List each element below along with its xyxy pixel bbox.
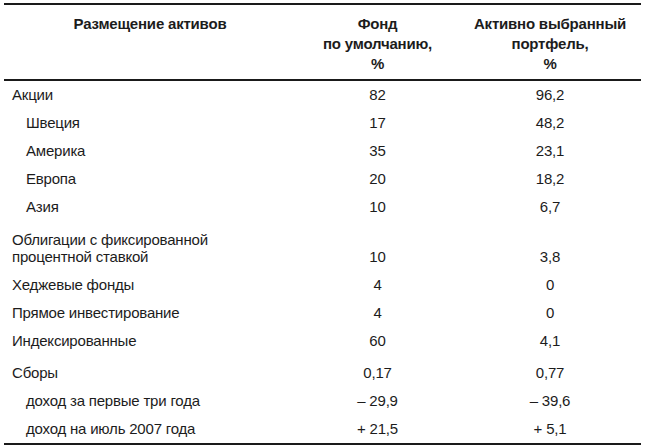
document-page: Размещение активов Фонд по умолчанию, % … bbox=[0, 0, 645, 446]
table-row-hedge-funds: Хеджевые фонды 4 0 bbox=[4, 271, 641, 299]
row-portfolio-value: + 5,1 bbox=[459, 415, 641, 444]
row-fund-value: 10 bbox=[296, 221, 459, 271]
row-fund-value: – 29,9 bbox=[296, 387, 459, 415]
row-label: Акции bbox=[4, 80, 296, 109]
row-portfolio-value: 0 bbox=[459, 299, 641, 327]
row-fund-value: 4 bbox=[296, 271, 459, 299]
row-label: Прямое инвестирование bbox=[4, 299, 296, 327]
header-active-portfolio: Активно выбранный портфель, % bbox=[459, 4, 641, 80]
row-portfolio-value: 3,8 bbox=[459, 221, 641, 271]
row-portfolio-value: 6,7 bbox=[459, 193, 641, 221]
table-row-fees: Сборы 0,17 0,77 bbox=[4, 355, 641, 387]
row-fund-value: 4 bbox=[296, 299, 459, 327]
row-fund-value: 17 bbox=[296, 109, 459, 137]
row-label: доход за первые три года bbox=[4, 387, 296, 415]
table-row-stocks: Акции 82 96,2 bbox=[4, 80, 641, 109]
row-fund-value: 35 bbox=[296, 137, 459, 165]
table-row-private-equity: Прямое инвестирование 4 0 bbox=[4, 299, 641, 327]
table-body: Акции 82 96,2 Швеция 17 48,2 Америка 35 … bbox=[4, 80, 641, 444]
row-label: Америка bbox=[4, 137, 296, 165]
table-row-indexed: Индексированные 60 4,1 bbox=[4, 327, 641, 355]
row-portfolio-value: 0 bbox=[459, 271, 641, 299]
table-row-return-first-three-years: доход за первые три года – 29,9 – 39,6 bbox=[4, 387, 641, 415]
row-portfolio-value: 23,1 bbox=[459, 137, 641, 165]
table-row-return-july-2007: доход на июль 2007 года + 21,5 + 5,1 bbox=[4, 415, 641, 444]
table-row-asia: Азия 10 6,7 bbox=[4, 193, 641, 221]
row-fund-value: 60 bbox=[296, 327, 459, 355]
table-header: Размещение активов Фонд по умолчанию, % … bbox=[4, 4, 641, 80]
row-fund-value: + 21,5 bbox=[296, 415, 459, 444]
row-fund-value: 82 bbox=[296, 80, 459, 109]
table-row-europe: Европа 20 18,2 bbox=[4, 165, 641, 193]
row-label: Сборы bbox=[4, 355, 296, 387]
row-label: Хеджевые фонды bbox=[4, 271, 296, 299]
row-fund-value: 20 bbox=[296, 165, 459, 193]
asset-allocation-table: Размещение активов Фонд по умолчанию, % … bbox=[4, 3, 641, 445]
row-label: Облигации с фиксированной процентной ста… bbox=[4, 221, 296, 271]
row-portfolio-value: 18,2 bbox=[459, 165, 641, 193]
row-label: Индексированные bbox=[4, 327, 296, 355]
header-asset-allocation: Размещение активов bbox=[4, 4, 296, 80]
header-default-fund: Фонд по умолчанию, % bbox=[296, 4, 459, 80]
row-label: доход на июль 2007 года bbox=[4, 415, 296, 444]
row-portfolio-value: 0,77 bbox=[459, 355, 641, 387]
header-row: Размещение активов Фонд по умолчанию, % … bbox=[4, 4, 641, 80]
row-label: Швеция bbox=[4, 109, 296, 137]
row-fund-value: 0,17 bbox=[296, 355, 459, 387]
table-row-fixed-rate-bonds: Облигации с фиксированной процентной ста… bbox=[4, 221, 641, 271]
row-portfolio-value: 96,2 bbox=[459, 80, 641, 109]
table-row-sweden: Швеция 17 48,2 bbox=[4, 109, 641, 137]
row-label: Европа bbox=[4, 165, 296, 193]
row-portfolio-value: 48,2 bbox=[459, 109, 641, 137]
table-row-america: Америка 35 23,1 bbox=[4, 137, 641, 165]
row-label: Азия bbox=[4, 193, 296, 221]
row-fund-value: 10 bbox=[296, 193, 459, 221]
row-portfolio-value: – 39,6 bbox=[459, 387, 641, 415]
header-asset-allocation-label: Размещение активов bbox=[4, 14, 296, 34]
row-portfolio-value: 4,1 bbox=[459, 327, 641, 355]
